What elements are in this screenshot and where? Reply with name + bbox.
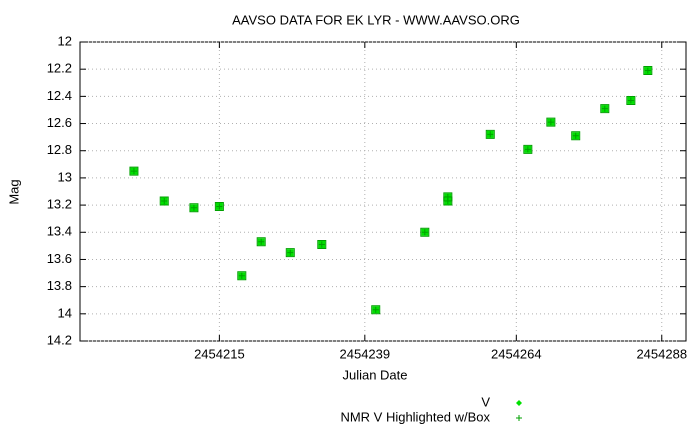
highlight-box xyxy=(626,95,636,105)
y-tick-label: 12.8 xyxy=(47,142,72,157)
highlight-box xyxy=(571,131,581,141)
highlight-box xyxy=(643,66,653,76)
x-tick-label: 2454288 xyxy=(636,346,687,361)
highlight-box xyxy=(546,117,556,127)
highlight-box xyxy=(189,203,199,213)
y-axis-label: Mag xyxy=(6,179,21,204)
chart-title: AAVSO DATA FOR EK LYR - WWW.AAVSO.ORG xyxy=(232,12,520,27)
highlight-box xyxy=(159,196,169,206)
highlight-box xyxy=(237,271,247,281)
legend-symbol xyxy=(516,400,522,406)
legend-label: V xyxy=(481,394,490,409)
highlight-box xyxy=(317,240,327,250)
legend-label: NMR V Highlighted w/Box xyxy=(340,409,490,424)
y-tick-label: 12.6 xyxy=(47,115,72,130)
x-axis-label: Julian Date xyxy=(342,367,407,382)
y-tick-label: 12.4 xyxy=(47,88,72,103)
highlight-box xyxy=(256,237,266,247)
highlight-box xyxy=(214,201,224,211)
highlight-box xyxy=(420,227,430,237)
x-tick-label: 2454239 xyxy=(340,346,391,361)
y-tick-label: 12 xyxy=(58,33,72,48)
y-tick-label: 14.2 xyxy=(47,332,72,347)
y-tick-label: 13.4 xyxy=(47,224,72,239)
plot-frame xyxy=(79,41,687,342)
y-tick-label: 12.2 xyxy=(47,61,72,76)
x-tick-label: 2454264 xyxy=(491,346,542,361)
highlight-box xyxy=(129,166,139,176)
y-tick-label: 13.6 xyxy=(47,251,72,266)
highlight-box xyxy=(485,129,495,139)
highlight-box xyxy=(523,144,533,154)
y-tick-label: 13.2 xyxy=(47,197,72,212)
y-tick-label: 13.8 xyxy=(47,278,72,293)
x-tick-label: 2454215 xyxy=(194,346,245,361)
highlight-box xyxy=(600,104,610,114)
legend-symbol xyxy=(516,415,522,421)
highlight-box xyxy=(371,305,381,315)
highlight-box xyxy=(285,248,295,258)
y-tick-label: 13 xyxy=(58,169,72,184)
highlight-box xyxy=(443,196,453,206)
y-tick-label: 14 xyxy=(58,305,72,320)
